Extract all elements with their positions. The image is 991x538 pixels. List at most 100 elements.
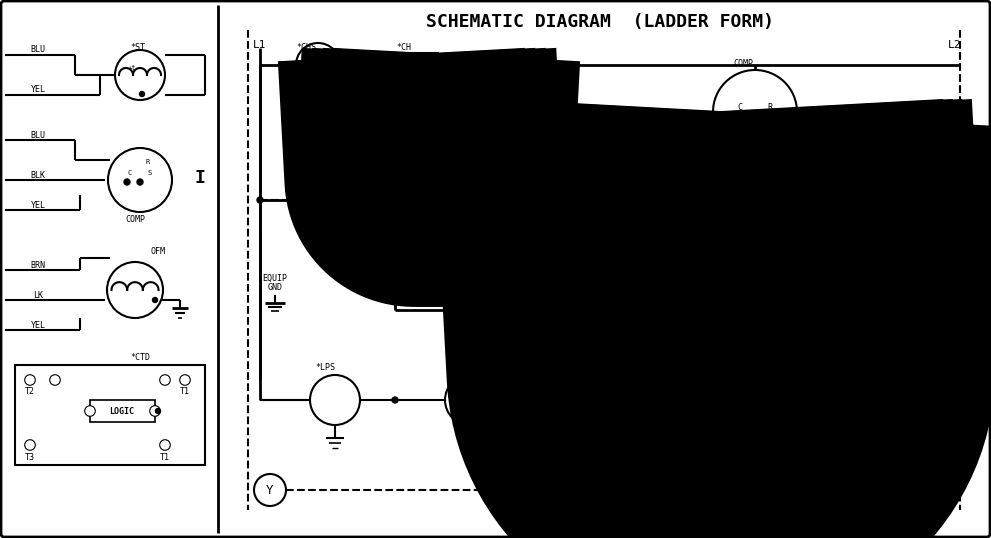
Text: +t: +t <box>128 65 136 71</box>
Circle shape <box>565 393 575 403</box>
Circle shape <box>140 91 145 96</box>
Text: * CTD: * CTD <box>668 407 693 416</box>
Circle shape <box>692 363 702 373</box>
Bar <box>395 165 457 227</box>
Text: CONT: CONT <box>318 181 338 189</box>
Text: 1: 1 <box>406 215 410 221</box>
Text: L2: L2 <box>948 40 961 50</box>
Text: +: + <box>826 192 833 202</box>
Text: *CTD: *CTD <box>130 353 150 363</box>
Text: 21: 21 <box>334 195 344 204</box>
Circle shape <box>567 202 573 208</box>
Text: OFM: OFM <box>151 247 165 257</box>
Circle shape <box>310 375 360 425</box>
Circle shape <box>635 393 645 403</box>
Circle shape <box>570 230 580 240</box>
Circle shape <box>296 43 340 87</box>
Text: T2: T2 <box>635 348 645 357</box>
Circle shape <box>840 218 844 222</box>
Bar <box>295 190 317 210</box>
Text: 23: 23 <box>877 266 887 275</box>
Text: *LPS: *LPS <box>315 364 335 372</box>
Text: BLK: BLK <box>31 171 46 180</box>
Circle shape <box>395 173 405 183</box>
Text: T1: T1 <box>180 387 190 397</box>
Circle shape <box>337 62 343 68</box>
Text: OFM: OFM <box>453 264 468 273</box>
Text: LOGIC: LOGIC <box>109 407 135 415</box>
Circle shape <box>137 179 143 185</box>
Text: T3: T3 <box>25 454 35 463</box>
Text: *HPS: *HPS <box>450 364 470 372</box>
Text: YEL: YEL <box>31 201 46 209</box>
Circle shape <box>115 50 165 100</box>
Bar <box>328 190 350 210</box>
Circle shape <box>26 376 34 384</box>
Circle shape <box>151 407 159 415</box>
Circle shape <box>808 173 872 237</box>
Text: LOGIC: LOGIC <box>603 393 627 402</box>
Circle shape <box>25 440 35 450</box>
Text: T3: T3 <box>635 415 645 424</box>
Text: CAP: CAP <box>573 153 588 162</box>
Text: CONT: CONT <box>895 251 915 259</box>
Circle shape <box>108 148 172 212</box>
Text: YEL: YEL <box>31 86 46 95</box>
Text: CONT: CONT <box>770 348 790 357</box>
Circle shape <box>254 474 286 506</box>
Text: *LLS: *LLS <box>880 341 900 350</box>
Text: LK: LK <box>33 291 43 300</box>
Circle shape <box>26 441 34 449</box>
Text: I: I <box>194 169 205 187</box>
Text: 11: 11 <box>301 195 311 204</box>
Circle shape <box>740 363 750 373</box>
Text: *ST: *ST <box>815 167 829 176</box>
Text: 5: 5 <box>408 175 412 181</box>
Text: *ST: *ST <box>131 44 146 53</box>
Circle shape <box>570 173 580 183</box>
Circle shape <box>615 363 625 373</box>
Bar <box>370 53 438 75</box>
Circle shape <box>153 298 158 302</box>
Text: C: C <box>561 201 566 209</box>
Circle shape <box>180 375 190 385</box>
Text: COMP: COMP <box>125 216 145 224</box>
Text: H: H <box>561 173 566 182</box>
Circle shape <box>51 376 59 384</box>
Circle shape <box>446 213 456 223</box>
Text: BLU: BLU <box>31 131 46 139</box>
Text: T1: T1 <box>160 454 170 463</box>
Circle shape <box>744 117 750 123</box>
Circle shape <box>565 407 575 417</box>
Text: *CHS: *CHS <box>296 44 316 53</box>
Circle shape <box>25 375 35 385</box>
Circle shape <box>86 407 94 415</box>
Bar <box>555 355 675 445</box>
Text: C: C <box>737 103 742 111</box>
Bar <box>90 400 155 422</box>
Text: Y: Y <box>267 484 274 497</box>
Text: S: S <box>754 130 759 138</box>
Circle shape <box>257 197 263 203</box>
Text: 2: 2 <box>428 175 432 181</box>
Circle shape <box>392 397 398 403</box>
Text: IFR: IFR <box>593 504 607 513</box>
Text: 23: 23 <box>915 266 925 275</box>
Text: T1: T1 <box>560 356 570 365</box>
Circle shape <box>655 363 665 373</box>
Circle shape <box>160 375 170 385</box>
Text: BLU: BLU <box>31 46 46 54</box>
Circle shape <box>85 406 95 416</box>
Circle shape <box>395 213 405 223</box>
Bar <box>590 388 640 408</box>
Text: S: S <box>148 170 153 176</box>
Circle shape <box>124 179 130 185</box>
Circle shape <box>368 61 376 69</box>
Text: T2: T2 <box>25 387 35 397</box>
Circle shape <box>150 406 160 416</box>
Text: COMP: COMP <box>733 60 753 68</box>
Text: YEL: YEL <box>31 321 46 329</box>
Circle shape <box>107 262 163 318</box>
Bar <box>15 365 205 465</box>
Circle shape <box>161 376 169 384</box>
